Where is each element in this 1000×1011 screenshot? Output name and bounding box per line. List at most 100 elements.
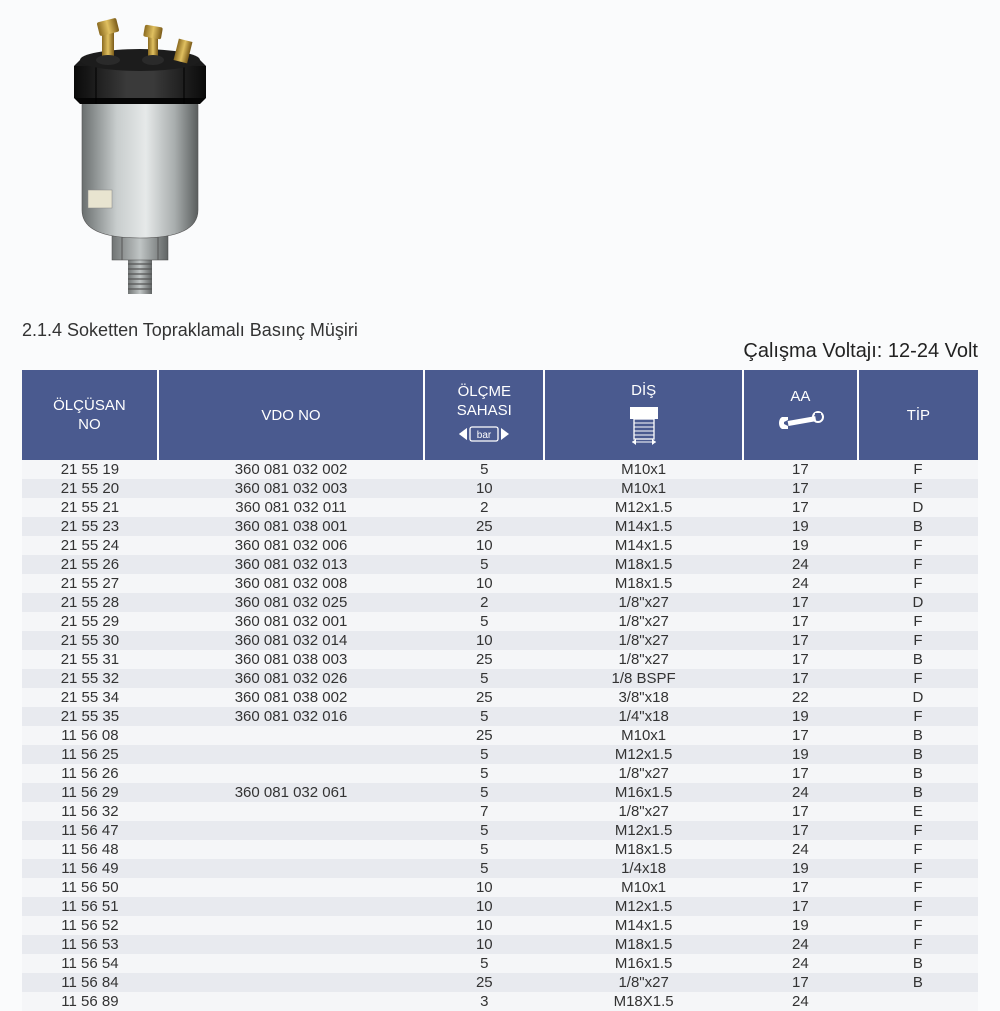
table-cell	[158, 992, 424, 1011]
table-row: 11 56 485M18x1.524F	[22, 840, 978, 859]
table-row: 11 56 2651/8"x2717B	[22, 764, 978, 783]
table-row: 11 56 5110M12x1.517F	[22, 897, 978, 916]
table-cell: 21 55 26	[22, 555, 158, 574]
table-cell: F	[858, 821, 978, 840]
table-cell: 11 56 49	[22, 859, 158, 878]
table-cell: 17	[743, 973, 858, 992]
table-cell: M18x1.5	[544, 574, 743, 593]
table-cell: 10	[424, 897, 544, 916]
table-cell: 21 55 34	[22, 688, 158, 707]
table-cell	[158, 973, 424, 992]
table-cell	[158, 802, 424, 821]
table-row: 21 55 26360 081 032 0135M18x1.524F	[22, 555, 978, 574]
table-cell: 11 56 48	[22, 840, 158, 859]
table-row: 21 55 19360 081 032 0025M10x117F	[22, 460, 978, 479]
table-cell: 21 55 32	[22, 669, 158, 688]
col-label: ÖLÇME	[458, 383, 511, 400]
table-cell: 2	[424, 498, 544, 517]
table-cell: 19	[743, 916, 858, 935]
table-cell: F	[858, 859, 978, 878]
table-cell: 25	[424, 650, 544, 669]
table-cell: 21 55 19	[22, 460, 158, 479]
table-cell: 5	[424, 859, 544, 878]
table-cell: 360 081 032 026	[158, 669, 424, 688]
table-cell: M16x1.5	[544, 783, 743, 802]
table-cell: 1/4x18	[544, 859, 743, 878]
table-cell: B	[858, 954, 978, 973]
table-cell: 1/8"x27	[544, 973, 743, 992]
table-cell: D	[858, 688, 978, 707]
col-label: ÖLÇÜSAN	[53, 397, 126, 414]
table-cell: 5	[424, 840, 544, 859]
table-cell: B	[858, 650, 978, 669]
table-cell: D	[858, 593, 978, 612]
table-cell: 10	[424, 631, 544, 650]
table-cell: 11 56 25	[22, 745, 158, 764]
table-cell: 2	[424, 593, 544, 612]
wrench-icon	[776, 411, 824, 443]
table-cell: 17	[743, 593, 858, 612]
table-cell: 11 56 26	[22, 764, 158, 783]
table-cell	[158, 745, 424, 764]
table-body: 21 55 19360 081 032 0025M10x117F21 55 20…	[22, 460, 978, 1011]
table-row: 11 56 893M18X1.524	[22, 992, 978, 1011]
table-cell: 21 55 24	[22, 536, 158, 555]
table-cell: 360 081 032 016	[158, 707, 424, 726]
table-cell: 17	[743, 802, 858, 821]
product-image	[40, 10, 240, 310]
table-cell: F	[858, 460, 978, 479]
table-row: 21 55 28360 081 032 02521/8"x2717D	[22, 593, 978, 612]
table-row: 11 56 545M16x1.524B	[22, 954, 978, 973]
table-cell: 21 55 30	[22, 631, 158, 650]
table-cell: 11 56 32	[22, 802, 158, 821]
table-cell: 5	[424, 745, 544, 764]
table-cell	[158, 764, 424, 783]
table-cell: 1/4"x18	[544, 707, 743, 726]
table-cell: F	[858, 878, 978, 897]
table-row: 11 56 3271/8"x2717E	[22, 802, 978, 821]
table-cell: 11 56 52	[22, 916, 158, 935]
table-row: 11 56 475M12x1.517F	[22, 821, 978, 840]
table-cell	[158, 916, 424, 935]
table-cell: 25	[424, 688, 544, 707]
col-header-olcusan: ÖLÇÜSAN NO	[22, 370, 158, 460]
table-cell: 5	[424, 707, 544, 726]
table-cell: 10	[424, 878, 544, 897]
table-cell: 1/8"x27	[544, 612, 743, 631]
table-cell: D	[858, 498, 978, 517]
col-header-aa: AA	[743, 370, 858, 460]
table-cell: 25	[424, 726, 544, 745]
col-label: SAHASI	[457, 402, 512, 419]
table-cell: 1/8"x27	[544, 650, 743, 669]
table-cell: M14x1.5	[544, 517, 743, 536]
table-cell: 1/8"x27	[544, 593, 743, 612]
table-row: 21 55 24360 081 032 00610M14x1.519F	[22, 536, 978, 555]
voltage-label: Çalışma Voltajı: 12-24 Volt	[743, 340, 978, 363]
table-cell: 24	[743, 574, 858, 593]
table-cell: 11 56 08	[22, 726, 158, 745]
table-cell: B	[858, 517, 978, 536]
table-cell: 25	[424, 973, 544, 992]
table-cell: 17	[743, 498, 858, 517]
table-cell: B	[858, 726, 978, 745]
table-cell: 17	[743, 650, 858, 669]
table-cell: F	[858, 555, 978, 574]
table-cell: F	[858, 536, 978, 555]
table-cell: 21 55 29	[22, 612, 158, 631]
table-cell: 3	[424, 992, 544, 1011]
table-row: 11 56 5010M10x117F	[22, 878, 978, 897]
table-cell: B	[858, 764, 978, 783]
bar-range-icon: bar	[457, 425, 511, 447]
table-cell: 360 081 032 011	[158, 498, 424, 517]
table-row: 11 56 29360 081 032 0615M16x1.524B	[22, 783, 978, 802]
table-row: 21 55 27360 081 032 00810M18x1.524F	[22, 574, 978, 593]
table-cell	[158, 935, 424, 954]
table-row: 21 55 21360 081 032 0112M12x1.517D	[22, 498, 978, 517]
table-cell	[158, 726, 424, 745]
table-cell: 10	[424, 536, 544, 555]
table-cell: 360 081 038 003	[158, 650, 424, 669]
table-cell: 21 55 28	[22, 593, 158, 612]
table-cell: 17	[743, 612, 858, 631]
table-cell: 360 081 032 003	[158, 479, 424, 498]
table-cell: M12x1.5	[544, 821, 743, 840]
